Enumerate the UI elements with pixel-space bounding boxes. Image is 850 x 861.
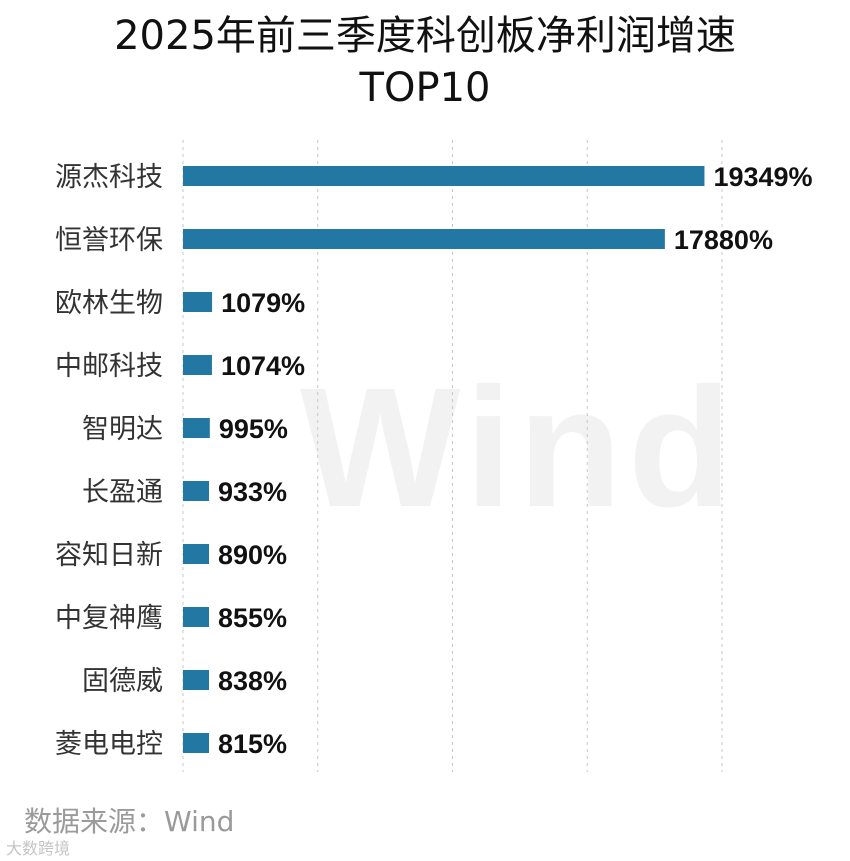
value-label: 19349%: [713, 162, 812, 192]
value-label: 855%: [218, 603, 287, 633]
value-label: 995%: [219, 414, 288, 444]
data-source-note: 数据来源：Wind: [24, 805, 235, 838]
category-label: 容知日新: [55, 540, 163, 571]
category-label: 菱电电控: [55, 729, 163, 760]
category-label: 固德威: [82, 666, 163, 697]
category-label: 恒誉环保: [55, 225, 163, 256]
bar: [183, 355, 212, 375]
category-label: 中邮科技: [55, 351, 163, 382]
value-label: 17880%: [674, 225, 773, 255]
bar: [183, 292, 213, 312]
category-label: 中复神鹰: [55, 603, 163, 634]
value-label: 933%: [218, 477, 287, 507]
bar: [183, 544, 209, 564]
value-label: 890%: [218, 540, 287, 570]
category-label: 欧林生物: [55, 288, 163, 319]
chart-title-line1: 2025年前三季度科创板净利润增速: [114, 13, 736, 59]
value-label: 1074%: [221, 351, 305, 381]
value-label: 815%: [218, 729, 287, 759]
bar: [183, 481, 209, 501]
bar: [183, 166, 705, 186]
wind-watermark: Wind: [300, 353, 738, 543]
bar: [183, 607, 209, 627]
category-label: 源杰科技: [55, 162, 163, 193]
bar: [183, 733, 209, 753]
category-label: 长盈通: [82, 477, 163, 508]
category-label: 智明达: [82, 414, 163, 445]
credit-logo-text: 大数跨境: [6, 839, 71, 858]
chart-title-line2: TOP10: [359, 65, 491, 111]
bar: [183, 418, 210, 438]
bar: [183, 670, 209, 690]
bar: [183, 229, 665, 249]
value-label: 1079%: [221, 288, 305, 318]
chart-title: 2025年前三季度科创板净利润增速 TOP10: [0, 10, 850, 114]
value-label: 838%: [218, 666, 287, 696]
